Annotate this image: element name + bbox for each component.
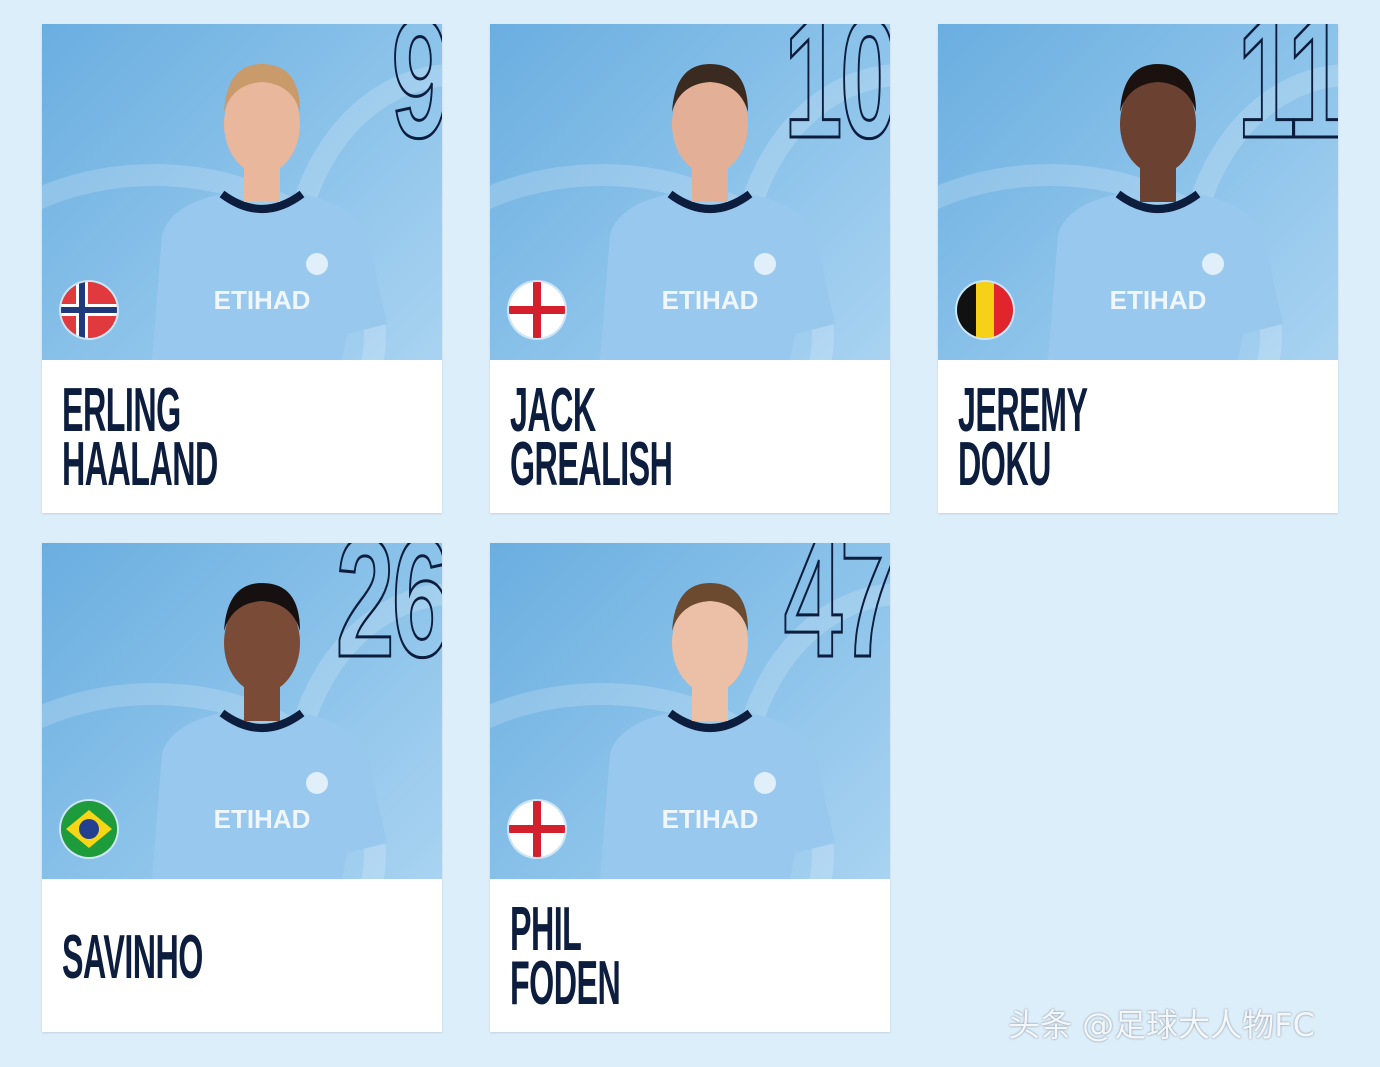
player-name[interactable]: JEREMY DOKU [958, 376, 1088, 499]
last-name: DOKU [958, 430, 1051, 499]
shirt-number: 10 [783, 24, 890, 174]
player-name[interactable]: PHIL FODEN [510, 895, 621, 1018]
player-photo: ETIHAD 47 [490, 543, 890, 879]
shirt-number: 47 [783, 543, 890, 693]
player-card[interactable]: ETIHAD 11 JEREMY DOKU [938, 24, 1338, 513]
player-name[interactable]: SAVINHO [62, 923, 203, 992]
svg-text:ETIHAD: ETIHAD [214, 285, 311, 315]
player-figure: ETIHAD [600, 64, 835, 360]
flag-belgium-icon [957, 282, 1013, 338]
shirt-number: 9 [391, 24, 442, 166]
player-figure: ETIHAD [152, 64, 387, 360]
flag-england-icon [509, 282, 565, 338]
player-card[interactable]: ETIHAD 47 PHIL FODEN [490, 543, 890, 1032]
player-photo: ETIHAD 26 [42, 543, 442, 879]
last-name: GREALISH [510, 430, 673, 499]
shirt-number: 11 [1237, 24, 1338, 174]
shirt-number: 26 [335, 543, 442, 693]
first-name: ERLING [62, 376, 181, 445]
svg-text:ETIHAD: ETIHAD [662, 804, 759, 834]
player-figure: ETIHAD [600, 583, 835, 879]
first-name: PHIL [510, 895, 582, 964]
watermark: 头条 @足球大人物FC [1008, 1006, 1315, 1044]
player-card[interactable]: ETIHAD 10 JACK GREALISH [490, 24, 890, 513]
player-card[interactable]: ETIHAD 9 ERLING HAALAND [42, 24, 442, 513]
player-name[interactable]: JACK GREALISH [510, 376, 673, 499]
player-photo: ETIHAD 11 [938, 24, 1338, 360]
player-card[interactable]: ETIHAD 26 SAVINHO [42, 543, 442, 1032]
first-name: JACK [510, 376, 596, 445]
flag-norway-icon [61, 282, 117, 338]
player-name[interactable]: ERLING HAALAND [62, 376, 218, 499]
svg-text:ETIHAD: ETIHAD [662, 285, 759, 315]
flag-england-icon [509, 801, 565, 857]
player-photo: ETIHAD 10 [490, 24, 890, 360]
svg-text:ETIHAD: ETIHAD [1110, 285, 1207, 315]
svg-text:ETIHAD: ETIHAD [214, 804, 311, 834]
last-name: HAALAND [62, 430, 218, 499]
last-name: FODEN [510, 949, 621, 1018]
player-figure: ETIHAD [1048, 64, 1283, 360]
player-photo: ETIHAD 9 [42, 24, 442, 360]
player-figure: ETIHAD [152, 583, 387, 879]
flag-brazil-icon [61, 801, 117, 857]
first-name: SAVINHO [62, 923, 203, 992]
first-name: JEREMY [958, 376, 1088, 445]
